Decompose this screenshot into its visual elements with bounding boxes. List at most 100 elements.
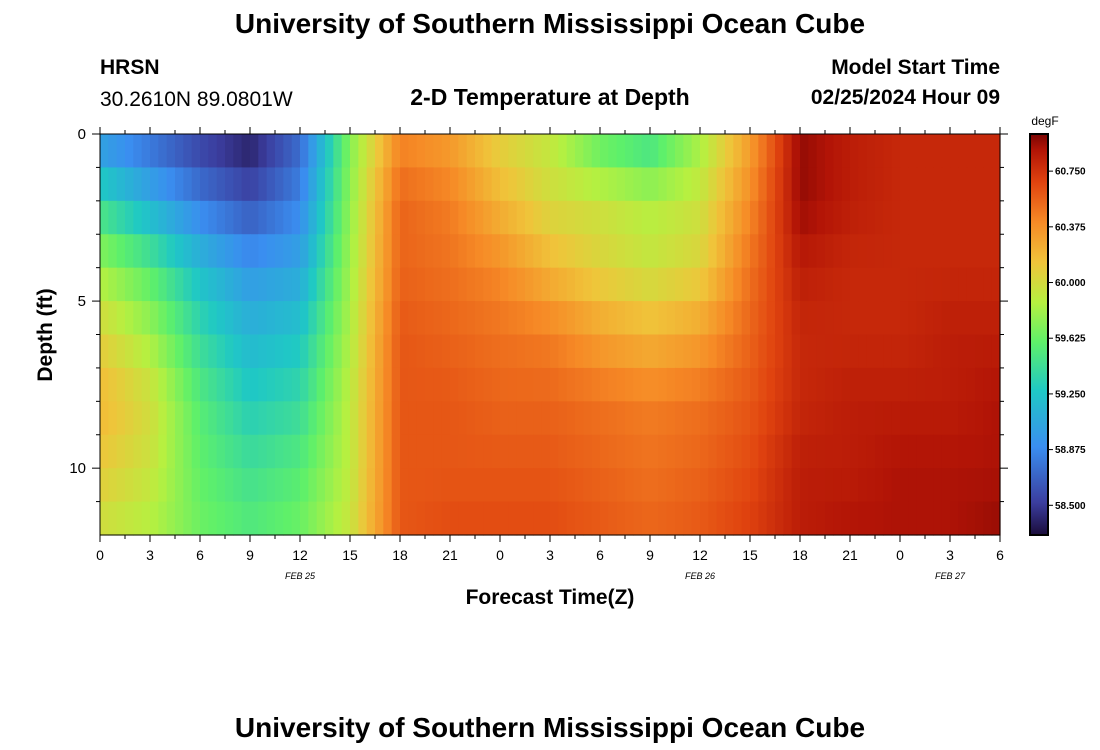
heatmap-cell [400, 301, 409, 336]
heatmap-cell [983, 301, 993, 336]
heatmap-cell [816, 434, 826, 469]
heatmap-cell [316, 434, 326, 469]
heatmap-cell [575, 434, 584, 469]
heatmap-cell [491, 167, 501, 202]
heatmap-cell [683, 367, 693, 402]
heatmap-cell [358, 267, 368, 302]
heatmap-cell [933, 234, 943, 269]
heatmap-cell [775, 234, 784, 269]
heatmap-cell [358, 234, 368, 269]
heatmap-cell [108, 367, 118, 402]
heatmap-cell [941, 167, 951, 202]
heatmap-cell [566, 367, 576, 402]
heatmap-cell [808, 200, 818, 235]
heatmap-cell [283, 167, 293, 202]
heatmap-cell [925, 468, 934, 503]
heatmap-cell [433, 501, 443, 536]
heatmap-cell [908, 267, 918, 302]
heatmap-cell [850, 301, 859, 336]
heatmap-cell [725, 367, 734, 402]
heatmap-cell [616, 501, 626, 536]
heatmap-cell [925, 134, 934, 169]
heatmap-cell [641, 301, 651, 336]
heatmap-cell [950, 501, 959, 536]
heatmap-cell [600, 200, 609, 235]
heatmap-cell [958, 367, 968, 402]
y-tick-label: 10 [69, 460, 86, 477]
heatmap-cell [233, 434, 243, 469]
heatmap-cell [358, 200, 368, 235]
heatmap-cell [700, 434, 709, 469]
heatmap-cell [641, 167, 651, 202]
heatmap-cell [416, 367, 426, 402]
colorbar-tick-label: 58.875 [1055, 445, 1086, 456]
heatmap-cell [766, 401, 776, 436]
heatmap-cell [800, 434, 809, 469]
heatmap-cell [208, 234, 218, 269]
heatmap-cell [475, 434, 484, 469]
heatmap-cell [516, 167, 526, 202]
heatmap-cell [125, 167, 134, 202]
heatmap-cell [858, 434, 868, 469]
heatmap-cell [708, 434, 718, 469]
heatmap-cell [341, 367, 351, 402]
heatmap-cell [241, 401, 251, 436]
heatmap-cell [866, 468, 876, 503]
heatmap-cell [233, 200, 243, 235]
heatmap-cell [533, 434, 543, 469]
heatmap-cell [383, 167, 393, 202]
heatmap-cell [366, 234, 376, 269]
heatmap-cell [508, 468, 518, 503]
heatmap-cell [116, 167, 126, 202]
heatmap-cell [691, 401, 701, 436]
heatmap-cell [600, 401, 609, 436]
heatmap-cell [158, 234, 168, 269]
heatmap-cell [500, 367, 509, 402]
heatmap-cell [258, 200, 268, 235]
heatmap-cell [133, 167, 143, 202]
heatmap-cell [825, 301, 834, 336]
heatmap-cell [466, 501, 476, 536]
heatmap-cell [558, 468, 568, 503]
heatmap-cell [758, 334, 768, 369]
heatmap-cell [125, 468, 134, 503]
heatmap-cell [441, 468, 451, 503]
heatmap-cell [633, 167, 643, 202]
heatmap-cell [350, 401, 359, 436]
heatmap-cell [866, 334, 876, 369]
heatmap-cell [975, 267, 984, 302]
heatmap-cell [800, 167, 809, 202]
heatmap-cell [600, 501, 609, 536]
heatmap-cell [158, 134, 168, 169]
heatmap-cell [458, 401, 468, 436]
heatmap-cell [975, 334, 984, 369]
heatmap-cell [775, 134, 784, 169]
heatmap-cell [575, 301, 584, 336]
heatmap-cell [766, 167, 776, 202]
heatmap-cell [675, 468, 684, 503]
heatmap-cell [450, 434, 459, 469]
heatmap-cell [966, 501, 976, 536]
page-title: University of Southern Mississippi Ocean… [234, 8, 866, 39]
heatmap-cell [491, 501, 501, 536]
heatmap-cell [800, 468, 809, 503]
heatmap-cell [650, 401, 659, 436]
heatmap-cell [766, 301, 776, 336]
heatmap-cell [941, 334, 951, 369]
heatmap-cell [275, 301, 284, 336]
heatmap-cell [750, 334, 759, 369]
heatmap-cell [658, 200, 668, 235]
heatmap-cell [675, 367, 684, 402]
heatmap-cell [791, 401, 801, 436]
heatmap-cell [175, 401, 184, 436]
heatmap-cell [558, 401, 568, 436]
heatmap-cell [275, 367, 284, 402]
heatmap-cell [958, 501, 968, 536]
heatmap-cell [591, 301, 601, 336]
heatmap-cell [416, 501, 426, 536]
heatmap-cell [983, 234, 993, 269]
heatmap-cell [191, 234, 201, 269]
heatmap-cell [225, 334, 234, 369]
heatmap-cell [891, 134, 901, 169]
heatmap-cell [941, 134, 951, 169]
